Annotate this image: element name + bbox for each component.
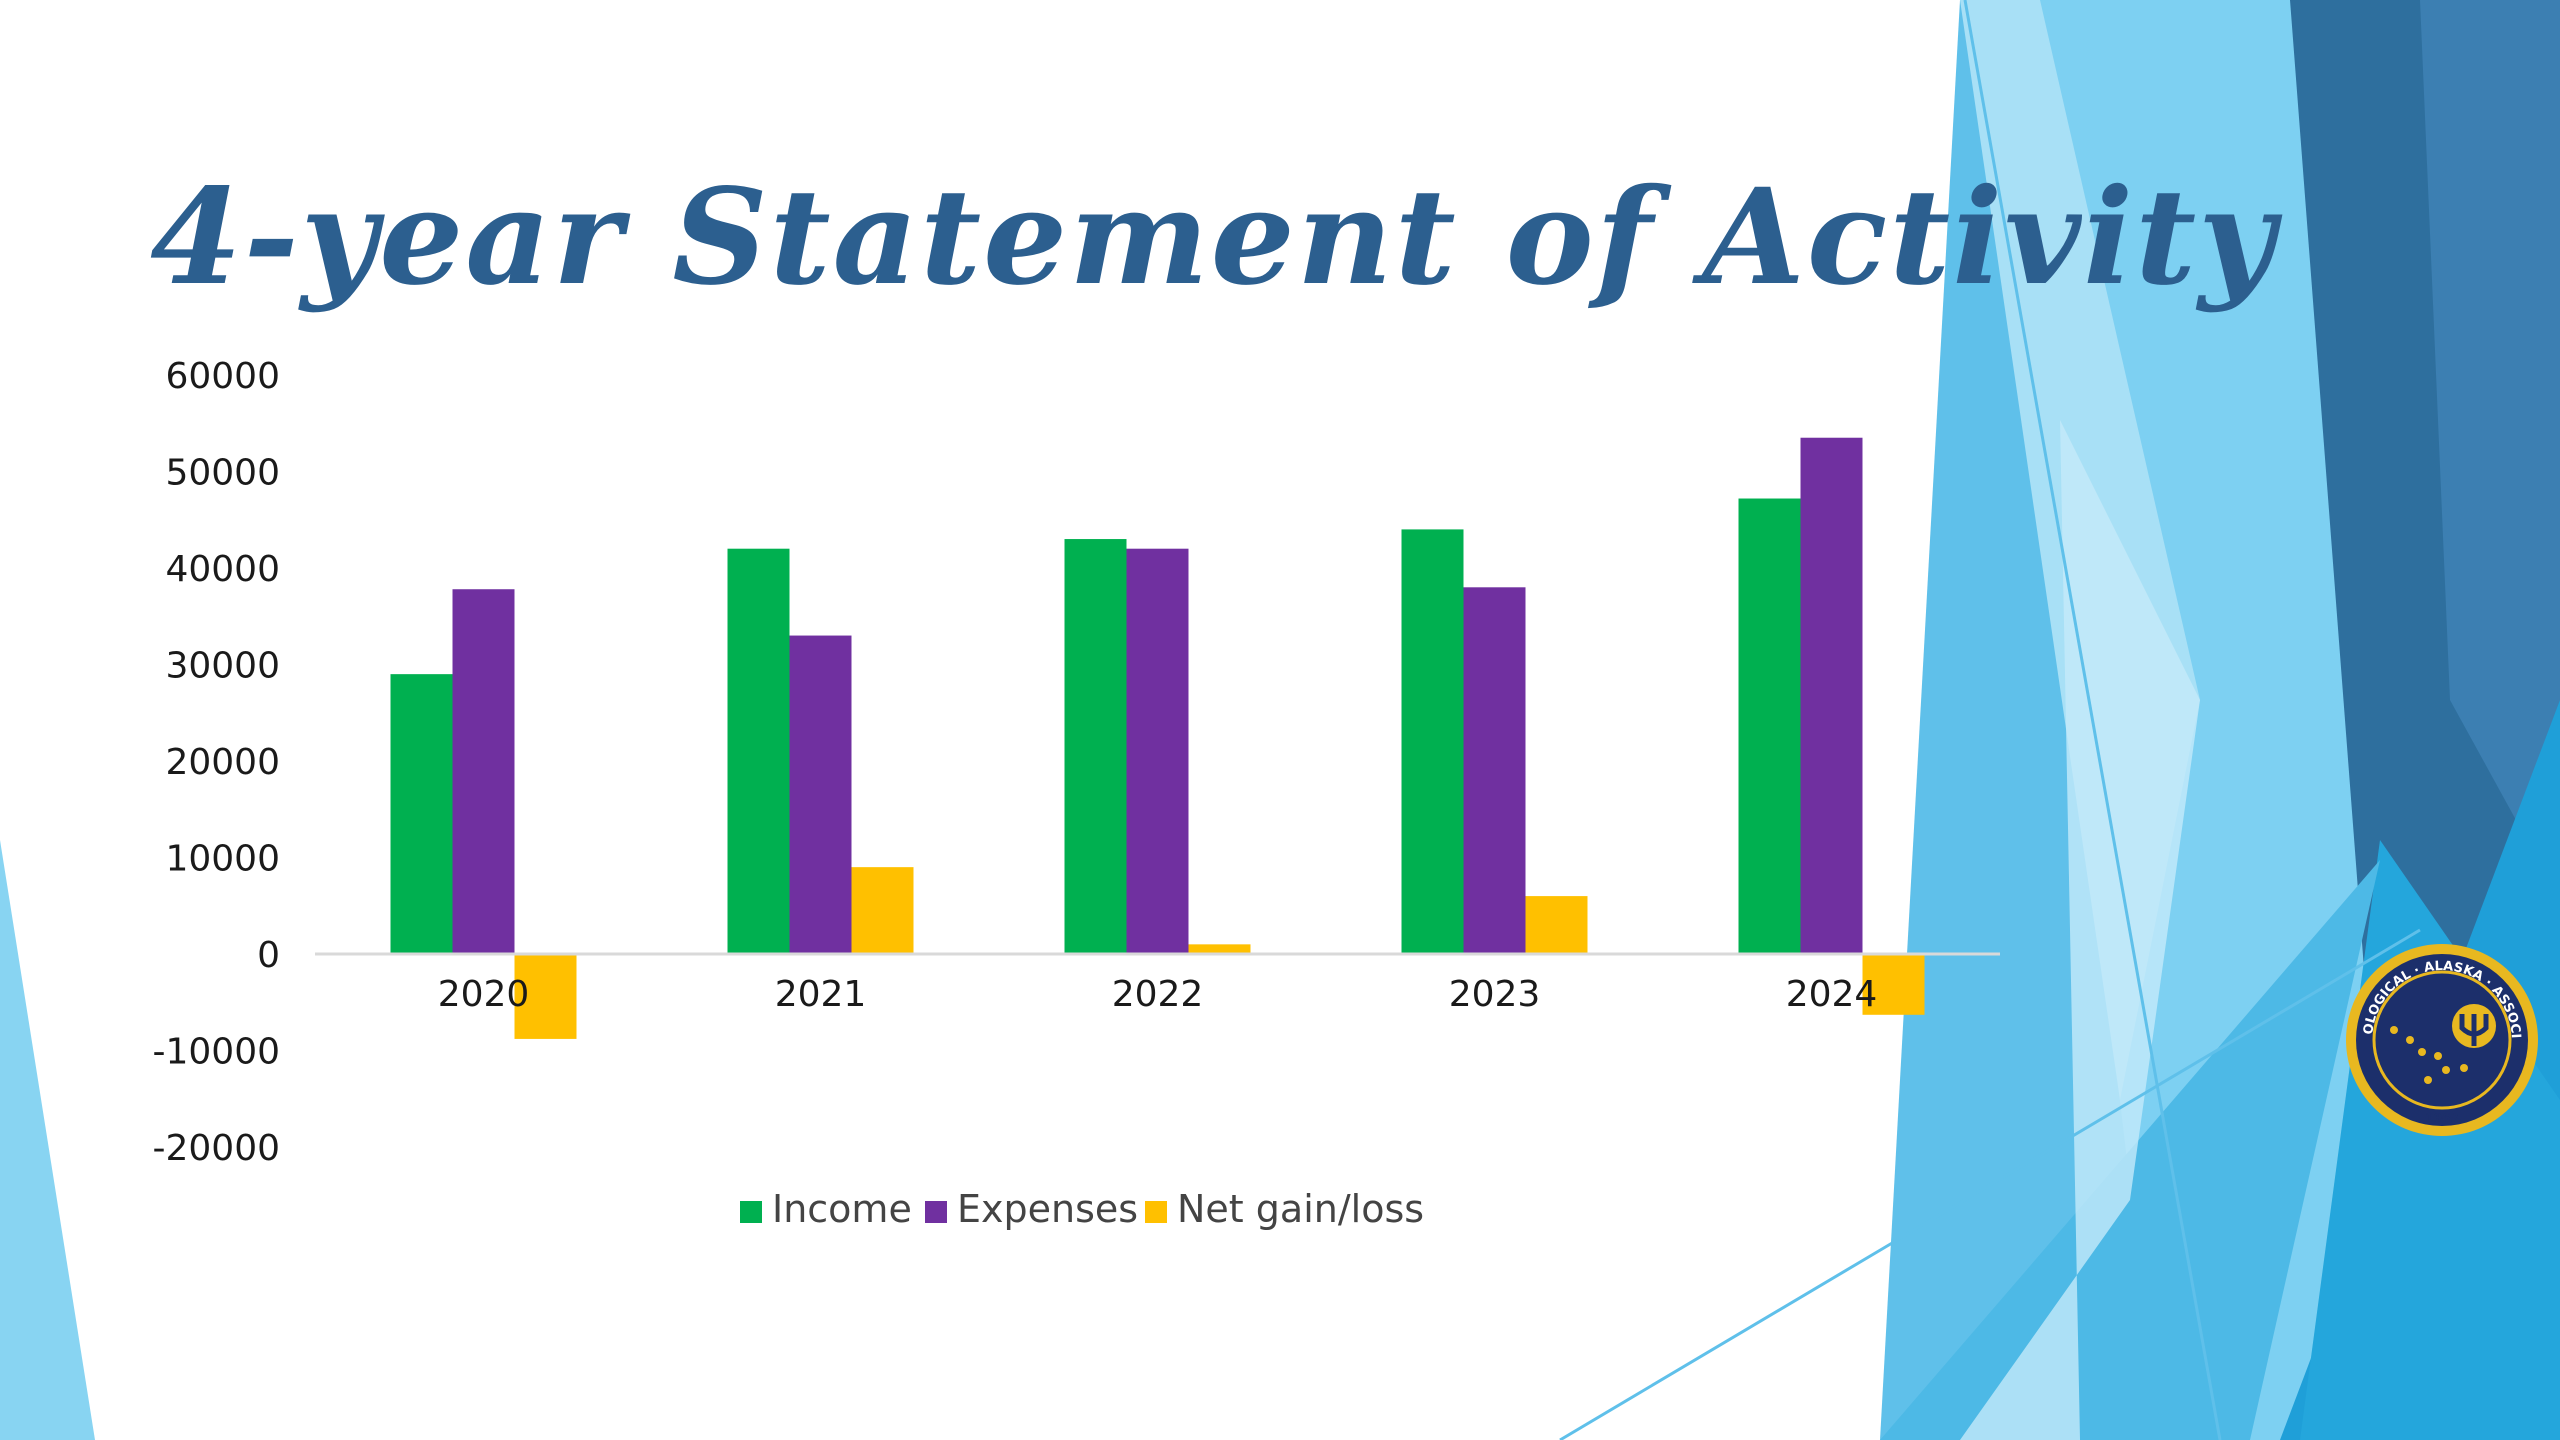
y-tick-label: 40000 [165,549,280,590]
big-dipper-stars-icon [2390,1026,2468,1084]
bar-income-2024 [1738,498,1801,954]
y-tick-label: -20000 [152,1128,280,1169]
y-tick-label: 50000 [165,453,280,494]
seal-inner-ring [2372,970,2512,1110]
bg-shape [2420,0,2560,900]
bar-income-2020 [390,674,453,954]
x-tick-label: 2024 [1786,974,1878,1015]
bg-shape [1960,420,2200,1440]
bar-net-gain-loss-2020 [514,954,577,1039]
x-tick-label: 2021 [775,974,867,1015]
x-tick-label: 2022 [1112,974,1204,1015]
y-tick-label: 60000 [165,356,280,397]
bar-expenses-2022 [1126,548,1189,954]
bar-income-2021 [727,548,790,954]
seal-year: 1963 [2425,1111,2458,1125]
bg-shape [0,840,95,1440]
y-tick-label: 20000 [165,742,280,783]
bar-net-gain-loss-2022 [1188,944,1251,954]
seal-navy-ring [2356,954,2528,1126]
y-tick-label: 30000 [165,646,280,687]
alaska-psychological-association-seal: PSYCHOLOGICAL · ALASKA · ASSOCIATION 196… [2342,940,2538,1136]
bg-line [1559,928,2421,1440]
bar-expenses-2023 [1463,587,1526,954]
bar-expenses-2024 [1800,437,1863,955]
bg-line [1963,0,2222,1440]
y-tick-label: 0 [257,935,280,976]
bar-expenses-2020 [452,589,515,954]
bar-income-2023 [1401,529,1464,954]
page-title: 4-year Statement of Activity [150,160,2277,315]
legend-swatch-income [740,1201,762,1223]
bar-net-gain-loss-2024 [1862,954,1925,1015]
legend-swatch-net-gain-loss [1145,1201,1167,1223]
x-tick-label: 2020 [438,974,530,1015]
bar-expenses-2021 [789,635,852,954]
bar-net-gain-loss-2023 [1525,896,1588,954]
x-tick-label: 2023 [1449,974,1541,1015]
y-tick-label: 10000 [165,839,280,880]
bar-income-2022 [1064,539,1127,954]
legend-label-net-gain-loss: Net gain/loss [1177,1187,1424,1231]
y-tick-label: -10000 [152,1032,280,1073]
legend-label-expenses: Expenses [957,1187,1138,1231]
bar-net-gain-loss-2021 [851,867,914,954]
psi-symbol-icon [2452,1004,2496,1048]
legend-swatch-expenses [925,1201,947,1223]
legend-label-income: Income [772,1187,912,1231]
